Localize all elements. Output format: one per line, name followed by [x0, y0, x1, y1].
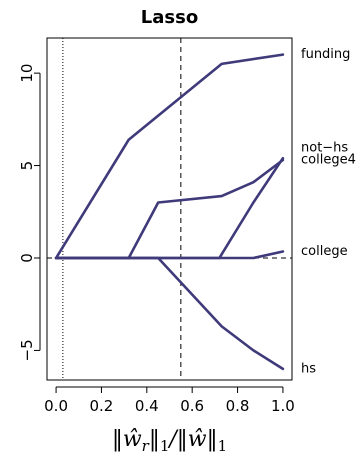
x-tick-label: 0.0: [44, 397, 68, 415]
series-line-funding: [54, 53, 285, 260]
x-tick-label: 0.2: [90, 397, 114, 415]
x-tick-label: 0.4: [135, 397, 159, 415]
series-label-hs: hs: [301, 361, 316, 376]
series-label-college: college: [301, 244, 348, 259]
x-tick-label: 1.0: [271, 397, 295, 415]
series-line-not-hs: [54, 156, 285, 260]
x-axis-label: ‖ŵr‖1/‖ŵ‖1: [112, 427, 227, 455]
y-tick-label: 5: [18, 161, 36, 171]
series-label-college4: college4: [301, 153, 356, 168]
x-tick-label: 0.8: [226, 397, 250, 415]
plot-frame: [46, 37, 293, 381]
y-tick-label: 0: [18, 253, 36, 263]
chart-title: Lasso: [141, 7, 198, 28]
y-tick-label: 10: [18, 64, 36, 83]
x-tick-label: 0.6: [180, 397, 204, 415]
y-tick-label: −5: [18, 339, 36, 361]
series-line-hs: [54, 256, 285, 371]
series-label-not-hs: not−hs: [301, 140, 348, 155]
series-label-funding: funding: [301, 47, 350, 62]
